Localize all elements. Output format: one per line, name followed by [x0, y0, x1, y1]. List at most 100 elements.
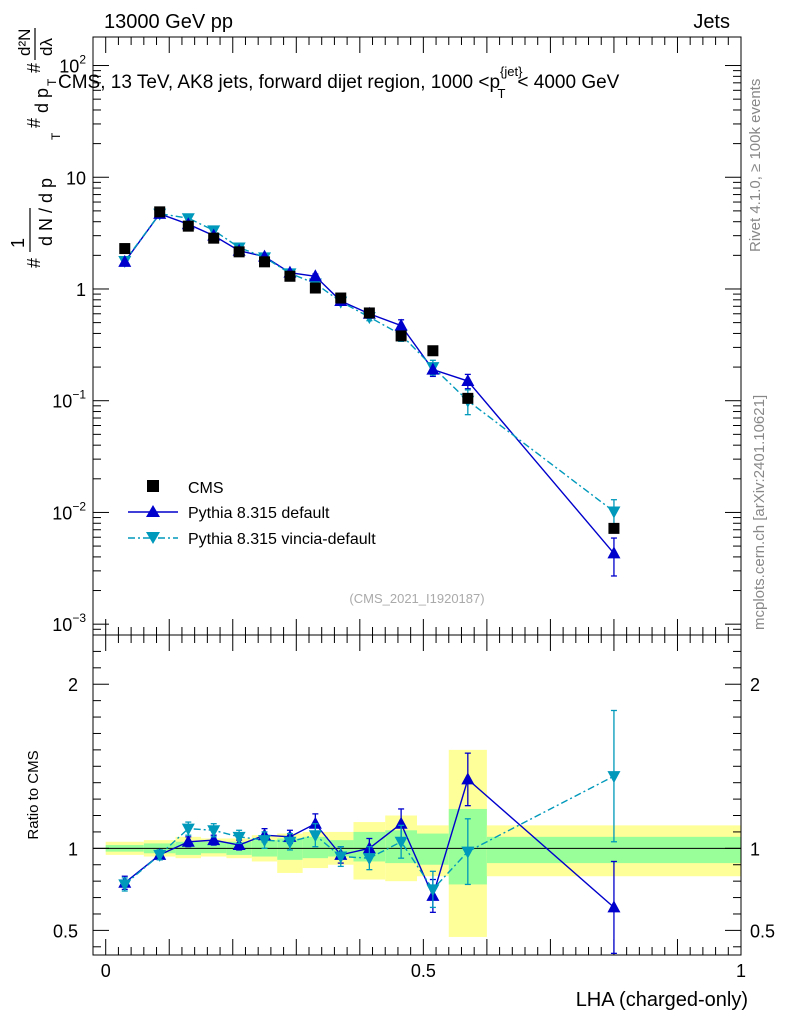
ratio-point-default [461, 772, 475, 785]
main-y-tick-label: 1 [76, 280, 86, 300]
main-point-default [394, 318, 408, 331]
main-title: CMS, 13 TeV, AK8 jets, forward dijet reg… [58, 64, 620, 101]
main-point-cms [182, 220, 194, 232]
ratio-series-lines [124, 775, 615, 908]
ratio-point-vincia [232, 831, 246, 844]
ratio-y-tick-label-right: 1 [750, 839, 760, 859]
ratio-y-axis-label: Ratio to CMS [25, 750, 42, 839]
ratio-point-vincia [153, 849, 167, 862]
main-series-markers [118, 206, 621, 577]
ratio-point-vincia [461, 846, 475, 859]
ratio-point-vincia [334, 851, 348, 864]
header-category-label: Jets [693, 11, 730, 33]
ratio-y-tick-labels: 0.5 0.5 1 1 2 2 [53, 675, 775, 941]
svg-text:#: # [24, 118, 44, 128]
ratio-y-tick-label: 0.5 [53, 921, 78, 941]
main-point-cms [335, 292, 347, 304]
ratio-plot-frame [92, 634, 742, 956]
main-point-default [308, 269, 322, 282]
main-series-lines [124, 212, 615, 554]
ratio-uncertainty-bands [105, 749, 741, 937]
svg-text:d N / d p: d N / d p [36, 178, 56, 246]
mcplots-source-label: mcplots.cern.ch [arXiv:2401.10621] [751, 395, 768, 630]
ratio-band-inner [201, 841, 227, 854]
ratio-axis-ticks [93, 635, 742, 955]
main-point-cms [309, 282, 321, 294]
legend-vincia-label: Pythia 8.315 vincia-default [188, 531, 376, 548]
main-point-cms [363, 307, 375, 319]
ratio-point-default [207, 833, 221, 846]
main-line-vincia [124, 212, 615, 513]
x-tick-label: 0.5 [411, 961, 436, 981]
ratio-y-tick-label-right: 2 [750, 675, 760, 695]
legend-default-label: Pythia 8.315 default [188, 505, 330, 522]
main-point-cms [284, 270, 296, 282]
x-axis-label: LHA (charged-only) [576, 989, 748, 1011]
rivet-version-label: Rivet 4.1.0, ≥ 100k events [747, 79, 764, 252]
svg-text:T: T [49, 132, 63, 140]
ratio-point-default [394, 816, 408, 829]
ratio-line-default [124, 778, 615, 908]
main-point-cms [608, 522, 620, 534]
svg-text:T: T [45, 78, 59, 86]
ratio-series-markers [118, 709, 621, 955]
header-energy-label: 13000 GeV pp [104, 11, 233, 33]
ratio-y-tick-label: 2 [68, 675, 78, 695]
legend: CMS Pythia 8.315 default Pythia 8.315 vi… [128, 480, 376, 548]
x-tick-label: 1 [736, 961, 746, 981]
main-point-cms [427, 345, 439, 357]
main-y-axis-label: # 1 d N / d p T # d p T # d²N dλ [8, 28, 63, 268]
legend-cms-marker [147, 480, 159, 492]
ratio-band-inner [302, 836, 329, 859]
main-point-cms [119, 243, 131, 255]
main-line-default [124, 213, 615, 554]
ratio-point-vincia [308, 830, 322, 843]
ratio-point-default [607, 900, 621, 913]
ratio-point-vincia [283, 836, 297, 849]
main-y-tick-labels: 10−3 10−2 10−1 1 10 102 [52, 53, 86, 636]
main-point-cms [462, 392, 474, 404]
ratio-point-vincia [426, 884, 440, 897]
svg-text:d p: d p [32, 88, 52, 113]
svg-text:dλ: dλ [37, 38, 56, 56]
main-point-cms [259, 256, 271, 268]
legend-cms-label: CMS [188, 480, 224, 497]
ratio-point-vincia [362, 853, 376, 866]
main-point-cms [208, 232, 220, 244]
main-y-tick-label: 10 [66, 168, 86, 188]
main-point-default [461, 374, 475, 387]
ratio-point-vincia [258, 835, 272, 848]
ratio-point-vincia [394, 836, 408, 849]
svg-text:1: 1 [8, 238, 28, 248]
x-tick-label: 0 [101, 961, 111, 981]
ratio-y-tick-label-right: 0.5 [750, 921, 775, 941]
ratio-point-vincia [181, 823, 195, 836]
main-point-cms [154, 206, 166, 218]
main-y-tick-label: 102 [59, 53, 86, 77]
main-point-cms [395, 330, 407, 342]
analysis-watermark: (CMS_2021_I1920187) [349, 591, 484, 606]
legend-vincia-marker [146, 532, 160, 544]
main-point-default [607, 546, 621, 559]
main-point-default [426, 362, 440, 375]
main-axis-ticks [93, 37, 742, 636]
main-point-vincia [607, 506, 621, 519]
main-y-tick-label: 10−3 [52, 611, 86, 635]
ratio-point-default [181, 834, 195, 847]
main-point-cms [233, 246, 245, 258]
ratio-y-tick-label: 1 [68, 839, 78, 859]
main-y-tick-label: 10−2 [52, 499, 86, 523]
ratio-point-vincia [607, 771, 621, 784]
legend-default-marker [146, 505, 160, 517]
svg-text:#: # [24, 63, 44, 73]
main-point-default [118, 254, 132, 267]
ratio-point-vincia [118, 879, 132, 892]
ratio-line-vincia [124, 775, 615, 891]
x-tick-labels: 0 0.5 1 [101, 961, 746, 981]
ratio-point-vincia [207, 825, 221, 838]
main-y-tick-label: 10−1 [52, 388, 86, 412]
ratio-point-default [308, 816, 322, 829]
svg-text:#: # [24, 258, 44, 268]
svg-text:d²N: d²N [15, 29, 34, 56]
